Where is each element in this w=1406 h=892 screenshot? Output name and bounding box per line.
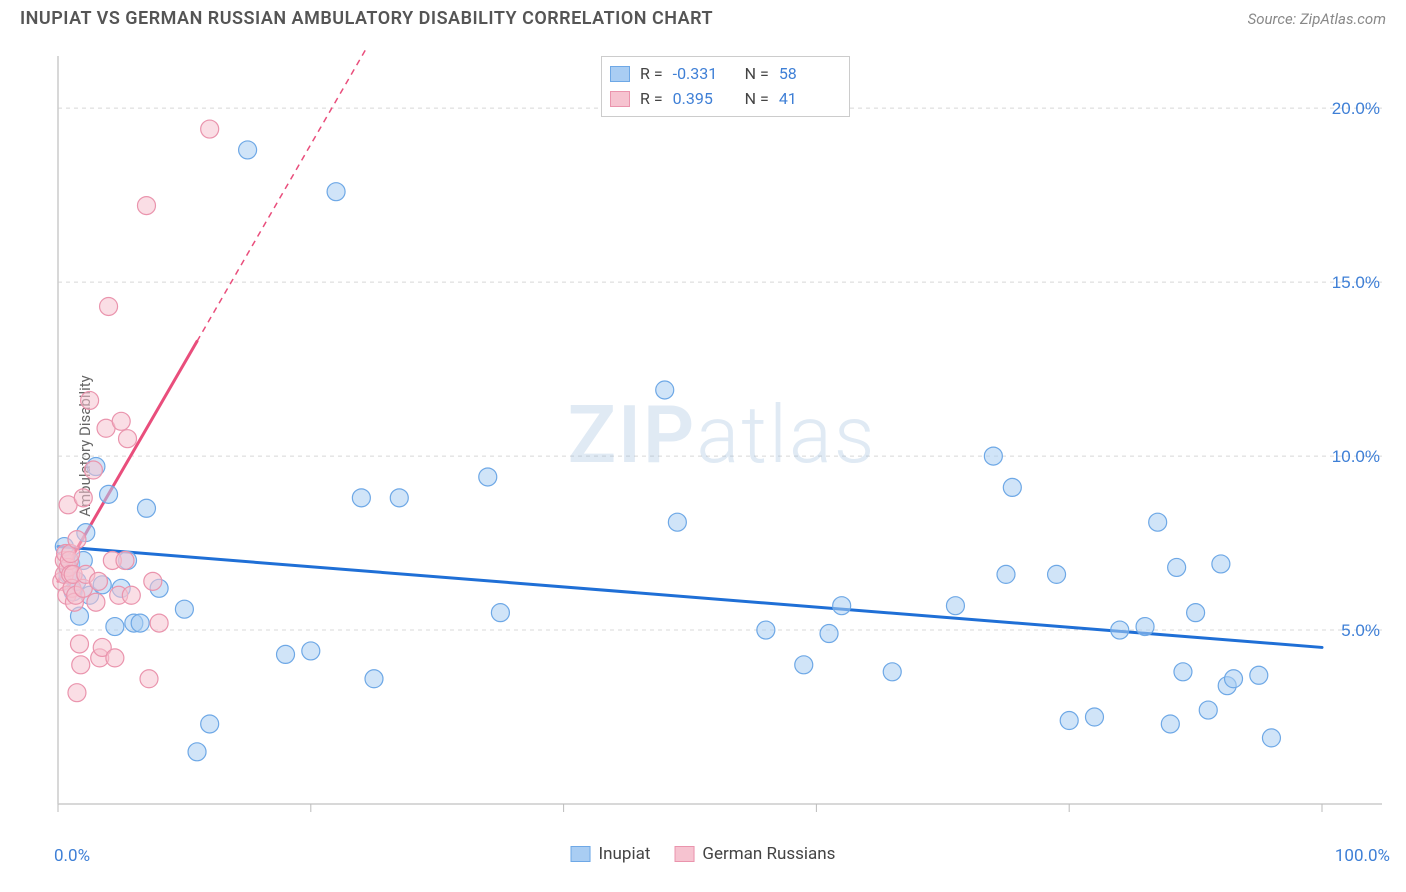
x-axis-min-label: 0.0% bbox=[54, 846, 90, 866]
n-value: 41 bbox=[779, 86, 841, 112]
svg-text:15.0%: 15.0% bbox=[1332, 273, 1380, 292]
svg-text:5.0%: 5.0% bbox=[1341, 621, 1380, 640]
x-axis-max-label: 100.0% bbox=[1335, 846, 1390, 866]
legend-swatch bbox=[610, 91, 630, 107]
legend-swatch bbox=[610, 66, 630, 82]
r-value: -0.331 bbox=[673, 61, 735, 87]
legend-label: German Russians bbox=[702, 844, 835, 864]
legend-swatch bbox=[674, 846, 694, 862]
n-label: N = bbox=[745, 61, 769, 87]
svg-text:20.0%: 20.0% bbox=[1332, 99, 1380, 118]
r-value: 0.395 bbox=[673, 86, 735, 112]
n-value: 58 bbox=[779, 61, 841, 87]
series-legend: Inupiat German Russians bbox=[571, 844, 836, 864]
svg-text:10.0%: 10.0% bbox=[1332, 447, 1380, 466]
legend-label: Inupiat bbox=[599, 844, 651, 864]
r-label: R = bbox=[640, 61, 663, 87]
legend-row: R = -0.331 N = 58 bbox=[610, 61, 841, 87]
legend-row: R = 0.395 N = 41 bbox=[610, 86, 841, 112]
legend-item: German Russians bbox=[674, 844, 835, 864]
scatter-plot: 5.0% 10.0% 15.0% 20.0% bbox=[50, 48, 1394, 822]
correlation-legend: R = -0.331 N = 58 R = 0.395 N = 41 bbox=[601, 56, 850, 117]
chart-title: INUPIAT VS GERMAN RUSSIAN AMBULATORY DIS… bbox=[20, 8, 713, 29]
legend-swatch bbox=[571, 846, 591, 862]
n-label: N = bbox=[745, 86, 769, 112]
legend-item: Inupiat bbox=[571, 844, 651, 864]
r-label: R = bbox=[640, 86, 663, 112]
source-attribution: Source: ZipAtlas.com bbox=[1248, 10, 1386, 28]
